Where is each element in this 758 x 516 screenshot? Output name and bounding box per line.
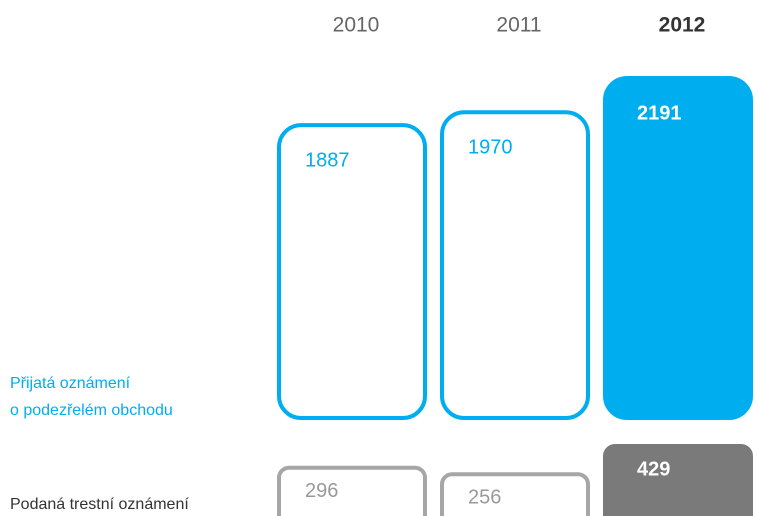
year-label: 2011	[496, 14, 541, 37]
bar	[277, 465, 427, 516]
value-label: 429	[637, 458, 670, 480]
series-label: o podezřelém obchodu	[10, 402, 173, 419]
value-label: 1970	[468, 137, 513, 159]
value-label: 296	[305, 480, 338, 502]
bar	[603, 444, 753, 516]
value-label: 256	[468, 487, 501, 509]
series-label: Podaná trestní oznámení	[10, 496, 189, 513]
bar	[277, 123, 427, 420]
value-label: 2191	[637, 102, 682, 124]
bar	[440, 110, 590, 421]
year-label: 2010	[333, 14, 380, 37]
bar	[603, 76, 753, 420]
series-label: Přijatá oznámení	[10, 375, 131, 392]
bar	[440, 472, 590, 516]
value-label: 1887	[305, 149, 350, 171]
year-label: 2012	[659, 14, 706, 37]
